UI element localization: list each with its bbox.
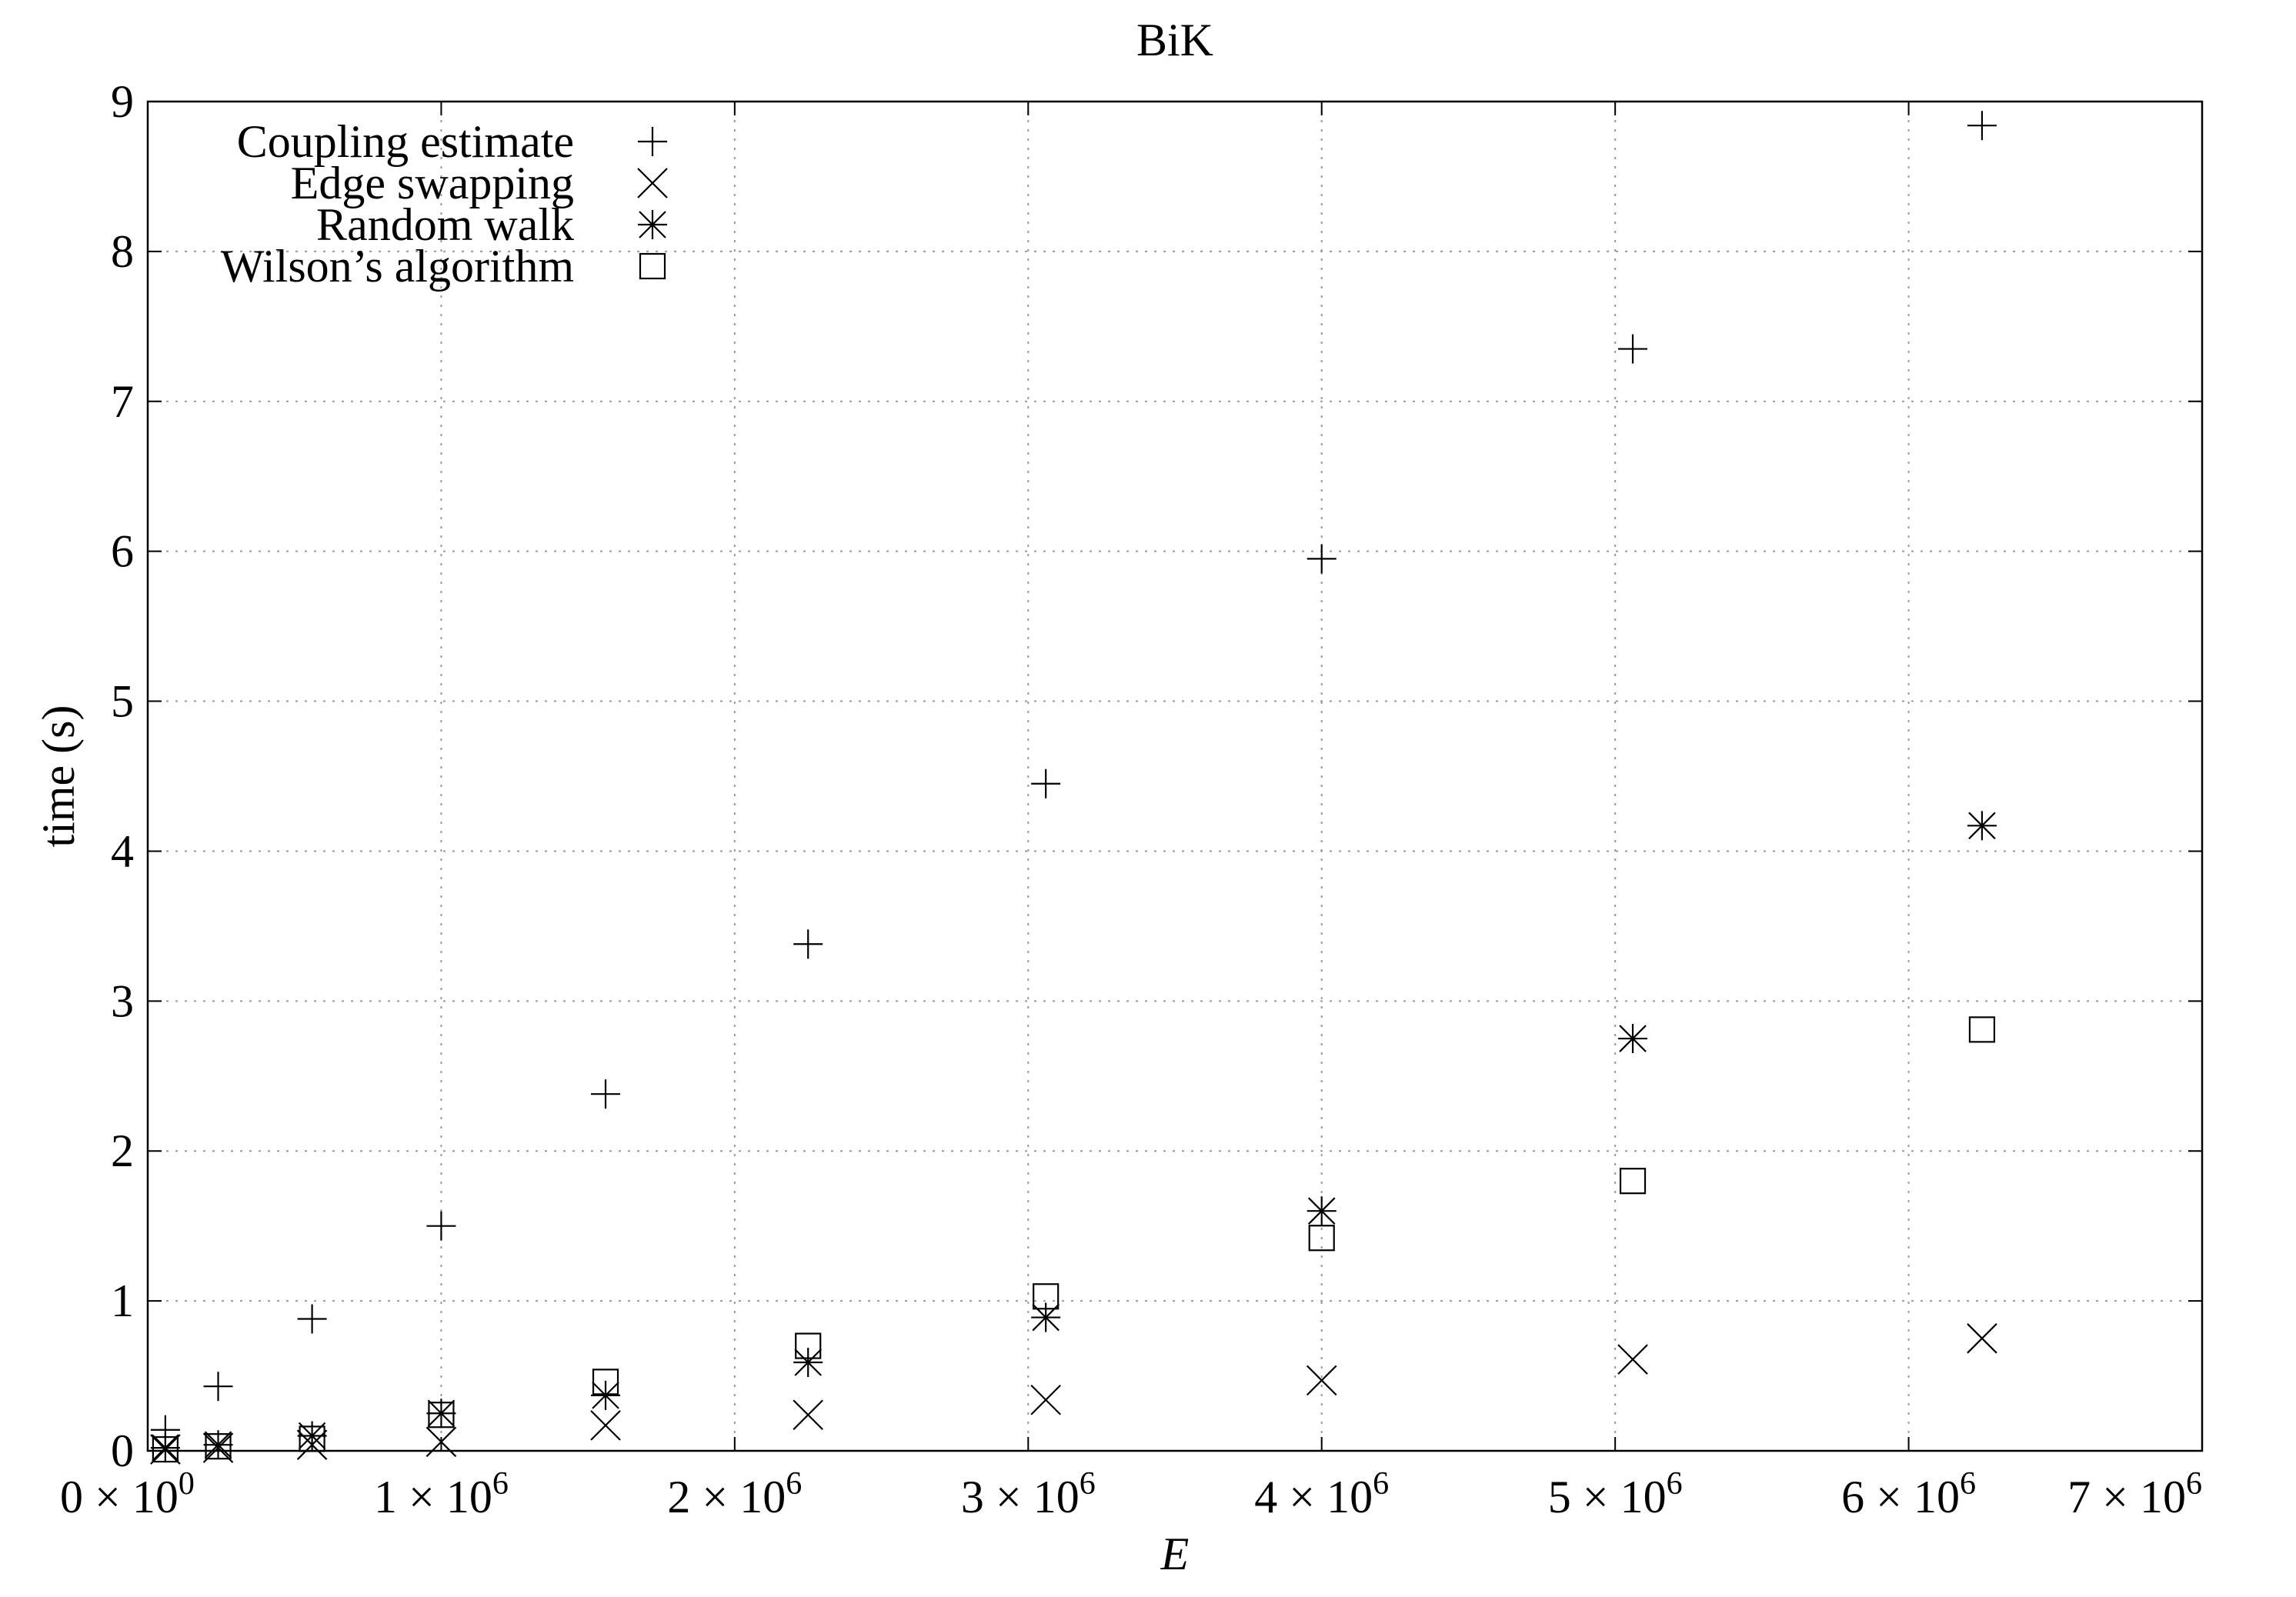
y-tick-labels: 0 1 2 3 4 5 6 7 8 9 <box>111 76 134 1476</box>
point-square-5 <box>795 1332 822 1359</box>
axis-ticks <box>147 101 2203 1452</box>
point-plus-9 <box>1967 111 1997 141</box>
x-tick-label: 3 × 106 <box>961 1466 1096 1522</box>
point-plus-5 <box>793 929 823 959</box>
y-tick-label: 4 <box>111 825 134 876</box>
point-star-5 <box>793 1348 823 1378</box>
point-cross-8 <box>1617 1344 1648 1375</box>
point-cross-3 <box>425 1426 457 1458</box>
legend-item: Wilson’s algorithm <box>221 241 666 292</box>
point-square-3 <box>428 1402 455 1429</box>
legend-label: Edge swapping <box>291 158 574 208</box>
y-tick-label: 7 <box>111 376 134 427</box>
y-axis-title: time (s) <box>33 705 84 848</box>
point-cross-7 <box>1306 1365 1337 1396</box>
point-cross-4 <box>590 1410 621 1441</box>
point-plus-7 <box>1307 544 1337 574</box>
point-star-3 <box>426 1399 456 1429</box>
point-square-2 <box>299 1425 325 1452</box>
point-star-4 <box>591 1380 621 1410</box>
x-axis-title: E <box>1160 1529 1190 1579</box>
data-points <box>150 111 1997 1465</box>
y-tick-label: 2 <box>111 1125 134 1176</box>
legend-item: Coupling estimate <box>237 116 667 167</box>
point-cross-9 <box>1967 1323 1997 1354</box>
grid-lines <box>148 102 2202 1451</box>
point-square-4 <box>592 1369 619 1395</box>
x-tick-label: 6 × 106 <box>1841 1466 1976 1522</box>
point-square-6 <box>1033 1283 1060 1310</box>
point-square-7 <box>1308 1225 1335 1252</box>
legend-label: Random walk <box>316 199 574 250</box>
y-tick-label: 1 <box>111 1275 134 1326</box>
legend-item: Random walk <box>316 199 667 250</box>
point-cross-5 <box>793 1399 823 1431</box>
point-star-1 <box>203 1430 233 1460</box>
y-tick-label: 3 <box>111 975 134 1026</box>
x-tick-label: 7 × 106 <box>2067 1466 2202 1522</box>
y-tick-label: 0 <box>111 1425 134 1476</box>
y-tick-label: 6 <box>111 526 134 577</box>
point-star-7 <box>1307 1196 1337 1226</box>
x-tick-label: 4 × 106 <box>1254 1466 1389 1522</box>
point-plus-1 <box>203 1372 233 1402</box>
point-star-8 <box>1618 1024 1648 1054</box>
legend-label: Wilson’s algorithm <box>221 241 574 292</box>
point-star-6 <box>1031 1302 1061 1332</box>
chart-title: BiK <box>1136 15 1213 65</box>
legend-marker-cross <box>637 168 668 198</box>
y-tick-label: 9 <box>111 76 134 127</box>
point-square-0 <box>152 1435 179 1463</box>
y-tick-label: 8 <box>111 226 134 277</box>
point-star-2 <box>297 1421 327 1451</box>
point-plus-3 <box>426 1211 456 1241</box>
point-square-8 <box>1619 1168 1647 1195</box>
x-tick-label: 1 × 106 <box>374 1466 509 1522</box>
point-plus-2 <box>297 1304 327 1334</box>
point-star-0 <box>150 1433 180 1463</box>
point-square-1 <box>205 1433 232 1460</box>
legend-marker-star <box>638 210 667 239</box>
x-tick-label: 2 × 106 <box>667 1466 802 1522</box>
point-plus-8 <box>1618 334 1648 364</box>
x-tick-label: 0 × 100 <box>60 1466 195 1522</box>
legend-marker-plus <box>638 127 667 156</box>
legend-label: Coupling estimate <box>237 116 574 167</box>
x-tick-labels: 0 × 100 1 × 106 2 × 106 3 × 106 4 × 106 5 × 1… <box>60 1466 2202 1522</box>
legend-item: Edge swapping <box>291 158 668 208</box>
point-plus-4 <box>591 1079 621 1109</box>
point-star-9 <box>1967 811 1997 841</box>
y-tick-label: 5 <box>111 676 134 727</box>
point-plus-6 <box>1031 768 1061 798</box>
point-square-9 <box>1968 1016 1996 1043</box>
x-tick-label: 5 × 106 <box>1548 1466 1683 1522</box>
point-cross-6 <box>1030 1384 1061 1415</box>
plot-frame <box>146 100 2204 1452</box>
legend-marker-square <box>639 252 666 280</box>
